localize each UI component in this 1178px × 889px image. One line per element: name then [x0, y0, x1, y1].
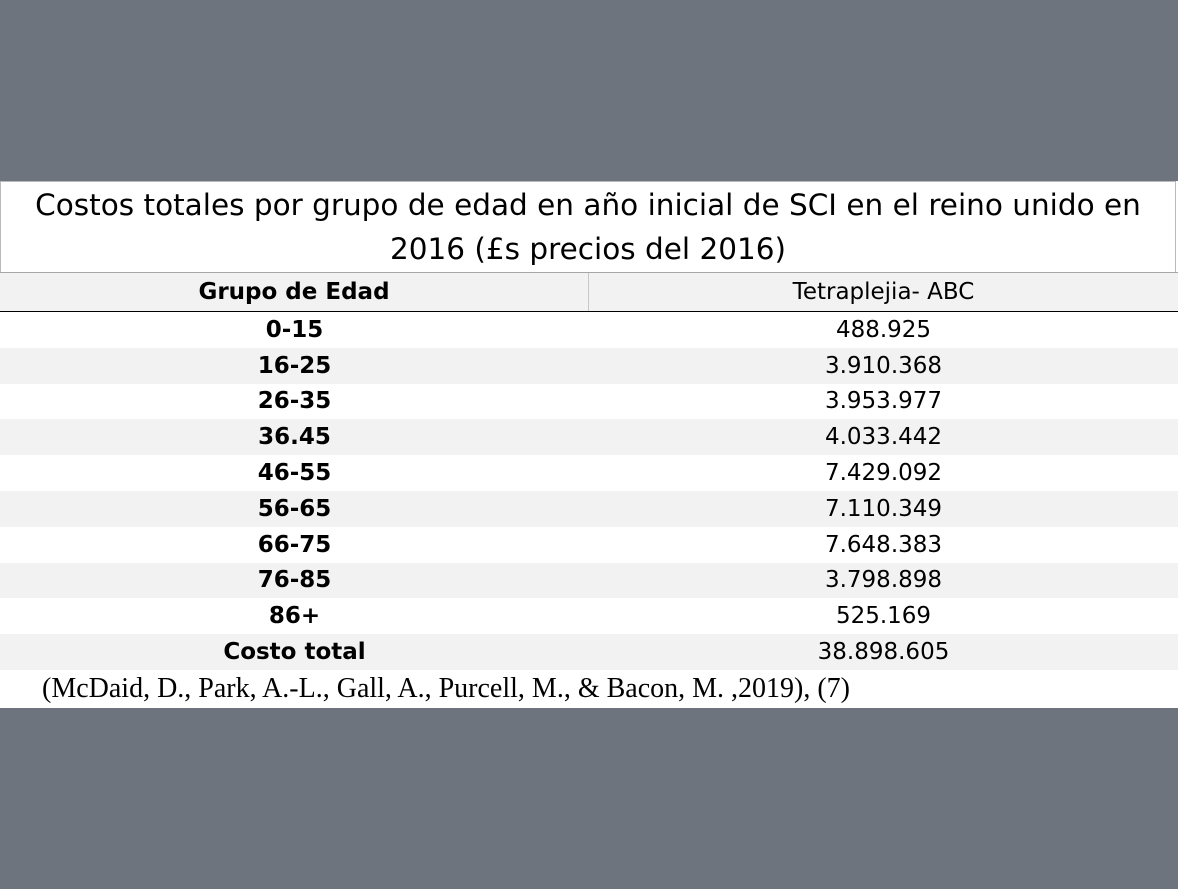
table-title: Costos totales por grupo de edad en año …	[0, 181, 1176, 272]
age-group-cell: 86+	[268, 603, 321, 630]
cost-cell: 3.953.977	[824, 388, 943, 415]
cost-cell: 7.110.349	[824, 495, 943, 522]
table-header-row: Grupo de Edad Tetraplejia- ABC	[0, 272, 1178, 312]
table-row: 16-25 3.910.368	[0, 347, 1178, 384]
table-row: 66-75 7.648.383	[0, 527, 1178, 563]
table-row: 86+ 525.169	[0, 598, 1178, 634]
age-group-cell: 56-65	[257, 495, 332, 522]
age-group-cell: 66-75	[257, 531, 332, 558]
table-body: 0-15 488.925 16-25 3.910.368 26-35 3.953…	[0, 312, 1178, 670]
table-sheet: Costos totales por grupo de edad en año …	[0, 181, 1178, 708]
table-row: 26-35 3.953.977	[0, 384, 1178, 420]
cost-cell: 7.429.092	[824, 460, 943, 487]
age-group-cell: 76-85	[257, 567, 332, 594]
total-label-cell: Costo total	[223, 639, 366, 666]
table-total-row: Costo total 38.898.605	[0, 634, 1178, 670]
table-row: 46-55 7.429.092	[0, 455, 1178, 491]
age-group-cell: 0-15	[265, 316, 324, 343]
table-row: 76-85 3.798.898	[0, 562, 1178, 599]
age-group-cell: 16-25	[257, 352, 332, 379]
cost-cell: 4.033.442	[824, 424, 943, 451]
table-row: 36.45 4.033.442	[0, 419, 1178, 456]
table-row: 56-65 7.110.349	[0, 490, 1178, 527]
age-group-cell: 26-35	[257, 388, 332, 415]
table-row: 0-15 488.925	[0, 312, 1178, 348]
header-age-group: Grupo de Edad	[0, 273, 589, 311]
cost-cell: 7.648.383	[824, 531, 943, 558]
cost-cell: 488.925	[835, 316, 932, 343]
source-citation: (McDaid, D., Park, A.-L., Gall, A., Purc…	[42, 673, 850, 704]
cost-cell: 3.910.368	[824, 352, 943, 379]
cost-cell: 525.169	[835, 603, 932, 630]
header-tetraplegia: Tetraplejia- ABC	[792, 279, 975, 305]
cost-cell: 3.798.898	[824, 567, 943, 594]
age-group-cell: 46-55	[257, 460, 332, 487]
age-group-cell: 36.45	[258, 424, 331, 451]
total-value-cell: 38.898.605	[817, 639, 950, 666]
